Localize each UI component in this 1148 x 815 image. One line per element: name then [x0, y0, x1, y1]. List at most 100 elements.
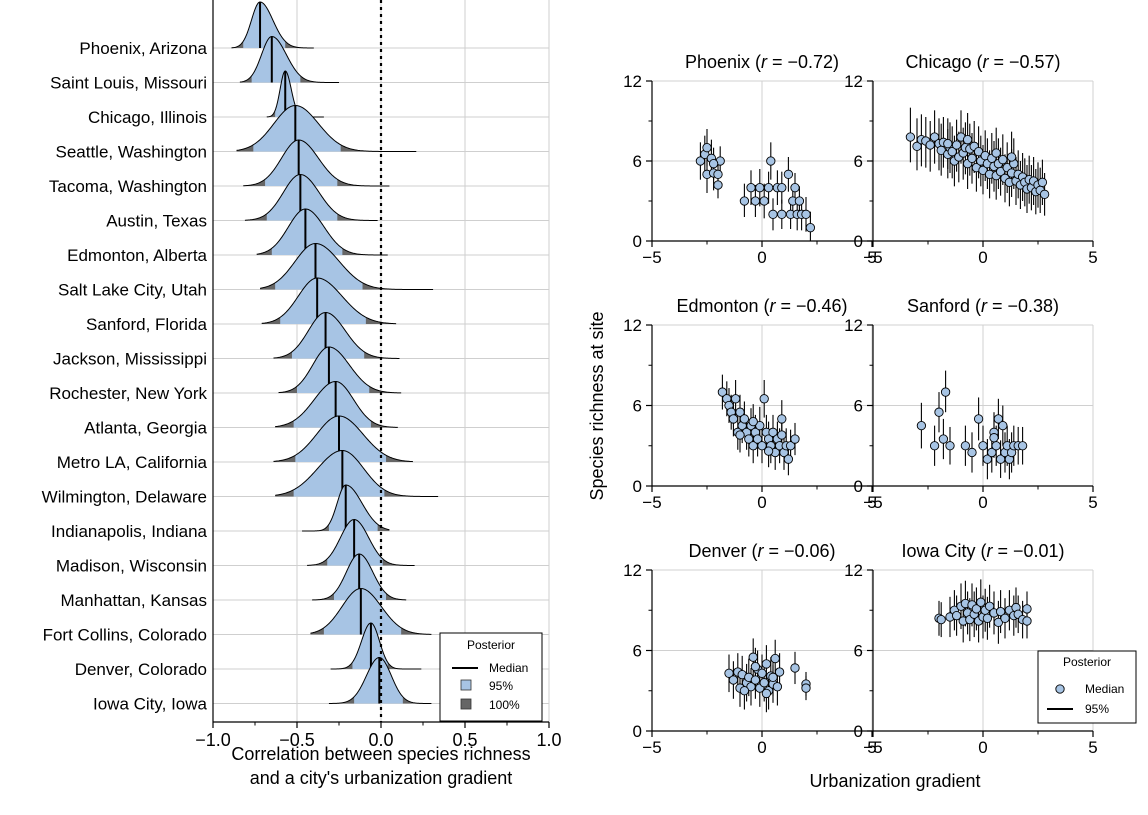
data-point	[945, 441, 955, 451]
data-point	[934, 407, 944, 417]
legend-item-label: 100%	[489, 698, 520, 712]
legend-item-label: 95%	[1085, 702, 1109, 716]
data-point	[912, 141, 922, 151]
density-outline	[261, 277, 397, 325]
density-edmonton-alberta	[256, 208, 388, 256]
city-label: Austin, Texas	[106, 212, 207, 231]
data-point	[757, 668, 767, 678]
panel-title-value: = −0.01)	[992, 541, 1064, 561]
data-point	[1039, 189, 1050, 199]
data-point	[801, 209, 811, 219]
x-tick-label: 5	[1088, 248, 1097, 267]
data-point	[993, 414, 1004, 424]
legend-title: Posterior	[467, 638, 515, 652]
density-outline	[273, 311, 400, 359]
x-axis-label: and a city's urbanization gradient	[250, 768, 513, 788]
data-point	[724, 668, 734, 678]
y-tick-label: 6	[633, 152, 642, 171]
density-95	[280, 278, 366, 324]
data-point	[766, 156, 776, 166]
y-tick-label: 0	[633, 722, 642, 741]
data-point	[750, 675, 761, 685]
legend-item-label: Median	[489, 661, 528, 675]
data-point	[746, 682, 756, 692]
density-outline	[236, 105, 417, 152]
city-label: Atlanta, Georgia	[84, 419, 207, 438]
city-label: Manhattan, Kansas	[61, 591, 207, 610]
x-tick-label: 5	[867, 493, 876, 512]
data-point	[794, 196, 805, 206]
data-point	[984, 601, 995, 611]
density-outline	[310, 587, 432, 635]
panel-title-r: r	[757, 541, 764, 561]
data-point	[730, 394, 741, 404]
x-tick-label: 5	[1088, 738, 1097, 757]
panel-title: Phoenix (r = −0.72)	[685, 52, 839, 72]
city-label: Phoenix, Arizona	[79, 39, 207, 58]
city-label: Jackson, Mississippi	[53, 350, 207, 369]
data-point	[790, 183, 800, 193]
density-95	[265, 140, 338, 186]
legend-box	[1037, 650, 1137, 724]
panel-title-r: r	[770, 296, 777, 316]
density-outline	[259, 242, 434, 290]
y-tick-label: 12	[844, 561, 863, 580]
x-tick-label: −5	[863, 248, 882, 267]
x-tick-label: −5	[642, 493, 661, 512]
data-point	[770, 653, 780, 664]
y-tick-label: 12	[623, 561, 642, 580]
data-point	[991, 148, 1001, 158]
y-tick-label: 6	[854, 152, 863, 171]
data-point	[695, 156, 706, 166]
data-point	[967, 447, 977, 458]
legend-swatch	[460, 698, 472, 710]
data-point	[713, 169, 723, 179]
x-tick-label: 0	[978, 738, 987, 757]
data-point	[801, 683, 811, 693]
data-point	[947, 147, 957, 157]
data-point	[763, 183, 774, 193]
panel-title-value: = −0.72)	[767, 52, 839, 72]
data-point	[759, 394, 769, 404]
data-point	[713, 180, 723, 190]
data-point	[748, 652, 758, 662]
y-tick-label: 0	[854, 232, 863, 251]
legend: Posterior Median 95%	[1037, 650, 1137, 724]
y-tick-label: 0	[633, 232, 642, 251]
data-point	[995, 606, 1006, 617]
y-tick-label: 12	[844, 316, 863, 335]
data-point	[768, 427, 778, 437]
city-label: Edmonton, Alberta	[67, 246, 207, 265]
y-tick-label: 12	[623, 72, 642, 91]
data-point	[746, 183, 756, 193]
data-point	[976, 597, 986, 607]
data-point	[1022, 616, 1032, 626]
panel-title: Chicago (r = −0.57)	[905, 52, 1060, 72]
data-point	[967, 153, 977, 163]
density-outline	[330, 622, 422, 670]
density-outline	[275, 449, 439, 497]
x-tick-label: 0	[757, 248, 766, 267]
city-label: Indianapolis, Indiana	[51, 522, 208, 541]
data-point	[761, 659, 772, 669]
data-point	[973, 147, 984, 157]
data-point	[1022, 604, 1032, 614]
panel-title: Denver (r = −0.06)	[688, 541, 835, 561]
data-point	[785, 441, 796, 451]
density-95	[291, 312, 365, 359]
data-point	[750, 196, 761, 206]
x-tick-label: −5	[642, 738, 661, 757]
density-outline	[231, 1, 314, 49]
panel-title-r: r	[986, 541, 993, 561]
panel-title-value: = −0.46)	[776, 296, 848, 316]
panel-title-r: r	[981, 296, 988, 316]
data-point	[777, 183, 787, 193]
data-point	[739, 196, 750, 206]
density-phoenix-arizona	[231, 1, 314, 49]
data-point	[777, 430, 787, 440]
x-tick-label: −5	[642, 248, 661, 267]
data-point	[763, 446, 774, 456]
data-point	[739, 686, 750, 696]
data-point	[759, 678, 769, 688]
